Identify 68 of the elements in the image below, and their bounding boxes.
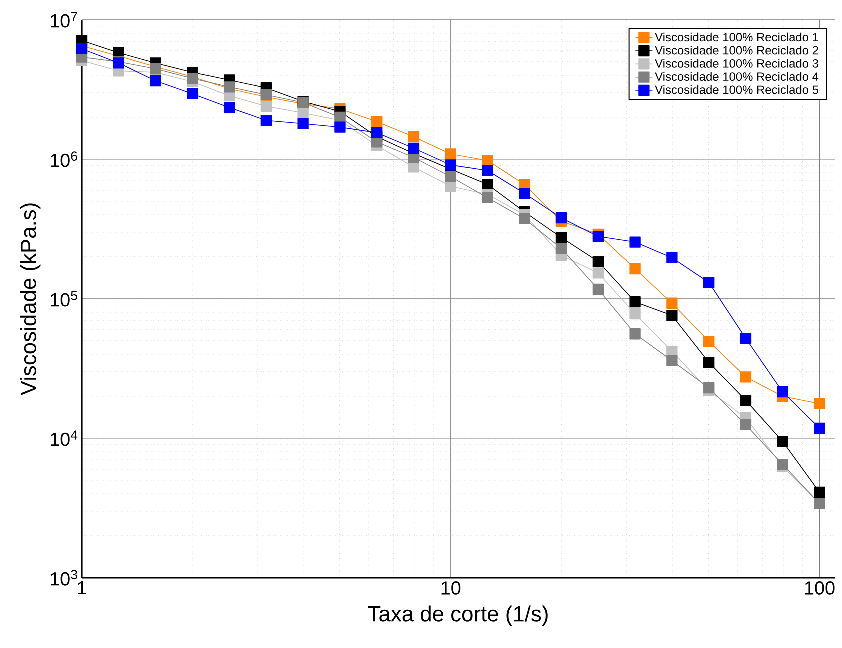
- x-axis-title: Taxa de corte (1/s): [368, 606, 548, 626]
- point: [630, 328, 641, 340]
- point: [592, 284, 604, 296]
- point: [150, 75, 162, 87]
- y-tick-label: 10$^{5}$: [51, 291, 78, 307]
- point: [666, 310, 678, 322]
- point: [76, 43, 88, 55]
- point: [482, 165, 494, 176]
- point: [445, 171, 456, 182]
- point: [740, 372, 752, 383]
- point: [334, 112, 346, 124]
- point: [260, 100, 272, 112]
- y-tick-label: 10$^{7}$: [51, 12, 78, 28]
- point: [666, 252, 678, 264]
- point: [704, 277, 715, 288]
- point: [592, 268, 604, 279]
- y-axis-title: Viscosidade (kPa.s): [20, 204, 41, 396]
- y-tick-label: 10$^{4}$: [51, 430, 78, 446]
- point: [556, 232, 568, 244]
- point: [666, 298, 678, 309]
- point: [630, 263, 641, 275]
- point: [777, 436, 788, 448]
- legend-label: Viscosidade 100% Reciclado 1: [655, 32, 818, 42]
- point: [704, 382, 715, 394]
- point: [445, 148, 456, 160]
- point: [298, 118, 309, 130]
- point: [630, 308, 641, 320]
- legend-label: Viscosidade 100% Reciclado 4: [655, 72, 819, 82]
- point: [592, 256, 604, 268]
- point: [666, 355, 678, 366]
- point: [334, 122, 346, 133]
- point: [740, 333, 752, 344]
- legend-label: Viscosidade 100% Reciclado 5: [655, 85, 818, 94]
- point: [630, 236, 641, 248]
- x-tick-label: 10: [442, 581, 461, 595]
- point: [704, 357, 715, 368]
- point: [814, 486, 826, 498]
- point: [630, 296, 641, 308]
- point: [740, 419, 752, 431]
- point: [740, 394, 752, 406]
- point: [592, 231, 604, 242]
- point: [814, 422, 826, 434]
- point: [482, 179, 494, 190]
- point: [482, 155, 494, 166]
- point: [372, 127, 383, 139]
- point: [408, 131, 420, 143]
- x-tick-label: 100: [805, 581, 835, 595]
- point: [408, 142, 420, 154]
- point: [224, 102, 236, 114]
- point: [372, 116, 383, 128]
- x-tick-label: 1: [78, 582, 86, 595]
- point: [298, 108, 309, 119]
- point: [187, 88, 198, 100]
- point: [704, 336, 715, 348]
- point: [519, 213, 530, 224]
- point: [556, 212, 568, 224]
- point: [260, 89, 272, 101]
- point: [777, 386, 788, 398]
- point: [260, 115, 272, 126]
- legend-label: Viscosidade 100% Reciclado 2: [655, 46, 818, 55]
- y-tick-label: 10$^{3}$: [51, 570, 78, 586]
- point: [519, 188, 530, 200]
- point: [482, 192, 494, 204]
- point: [445, 160, 456, 171]
- legend-label: Viscosidade 100% Reciclado 3: [655, 59, 818, 68]
- point: [556, 242, 568, 254]
- y-tick-label: 10$^{6}$: [51, 152, 78, 168]
- point: [814, 398, 826, 410]
